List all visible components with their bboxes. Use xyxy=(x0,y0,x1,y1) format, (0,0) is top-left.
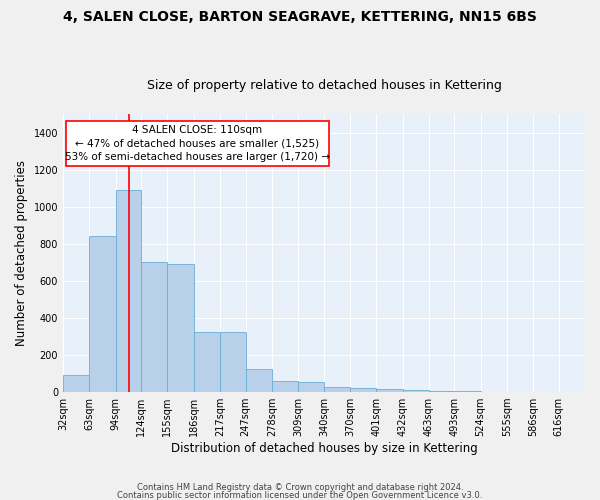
Bar xyxy=(116,190,141,392)
Bar xyxy=(298,382,325,392)
Bar xyxy=(429,390,454,392)
Bar xyxy=(167,264,194,392)
Bar xyxy=(89,236,116,392)
Text: Contains HM Land Registry data © Crown copyright and database right 2024.: Contains HM Land Registry data © Crown c… xyxy=(137,484,463,492)
Text: Contains public sector information licensed under the Open Government Licence v3: Contains public sector information licen… xyxy=(118,490,482,500)
Y-axis label: Number of detached properties: Number of detached properties xyxy=(15,160,28,346)
Title: Size of property relative to detached houses in Kettering: Size of property relative to detached ho… xyxy=(146,79,502,92)
Text: 4 SALEN CLOSE: 110sqm: 4 SALEN CLOSE: 110sqm xyxy=(132,126,262,136)
Bar xyxy=(350,388,376,392)
Text: ← 47% of detached houses are smaller (1,525): ← 47% of detached houses are smaller (1,… xyxy=(75,138,319,148)
Text: 53% of semi-detached houses are larger (1,720) →: 53% of semi-detached houses are larger (… xyxy=(65,152,329,162)
FancyBboxPatch shape xyxy=(65,122,329,166)
Bar xyxy=(141,262,167,392)
Bar xyxy=(63,376,89,392)
Text: 4, SALEN CLOSE, BARTON SEAGRAVE, KETTERING, NN15 6BS: 4, SALEN CLOSE, BARTON SEAGRAVE, KETTERI… xyxy=(63,10,537,24)
Bar xyxy=(272,381,298,392)
X-axis label: Distribution of detached houses by size in Kettering: Distribution of detached houses by size … xyxy=(170,442,478,455)
Bar xyxy=(245,369,272,392)
Bar xyxy=(325,387,350,392)
Bar xyxy=(194,332,220,392)
Bar xyxy=(220,332,245,392)
Bar xyxy=(376,388,403,392)
Bar xyxy=(403,390,429,392)
